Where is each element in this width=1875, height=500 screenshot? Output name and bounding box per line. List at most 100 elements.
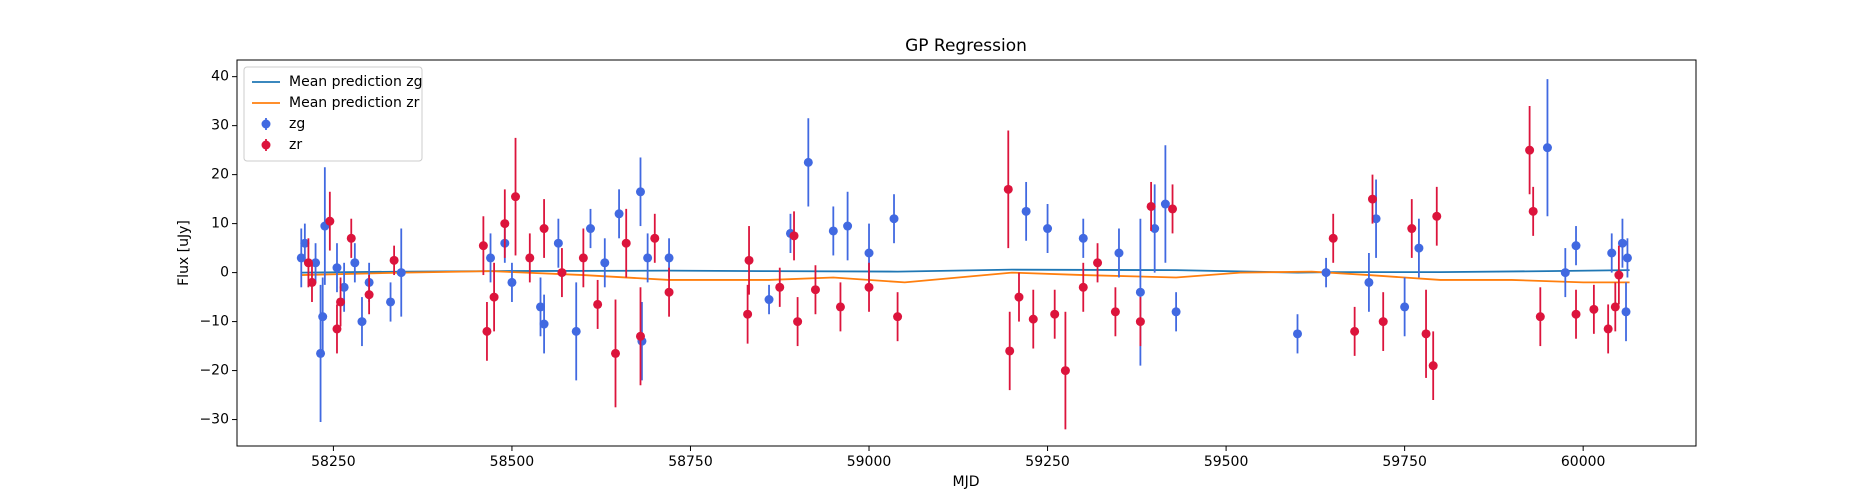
data-point xyxy=(864,248,874,258)
data-point xyxy=(553,238,563,248)
data-point xyxy=(593,299,603,309)
data-point xyxy=(557,268,567,278)
data-point xyxy=(1150,224,1160,234)
x-tick-label: 58250 xyxy=(311,454,356,470)
data-point xyxy=(1171,307,1181,317)
data-point xyxy=(1078,233,1088,243)
data-point xyxy=(364,290,374,300)
data-point xyxy=(336,297,346,307)
y-tick-label: −30 xyxy=(199,412,229,428)
data-point xyxy=(1003,184,1013,194)
data-point xyxy=(889,214,899,224)
data-point xyxy=(1367,194,1377,204)
x-tick-label: 59500 xyxy=(1204,454,1249,470)
x-tick-label: 59250 xyxy=(1025,454,1070,470)
legend-label: Mean prediction zg xyxy=(289,74,423,90)
data-point xyxy=(303,258,313,268)
mean-line xyxy=(301,270,1630,284)
data-point xyxy=(539,319,549,329)
data-point xyxy=(1364,277,1374,287)
data-point xyxy=(1093,258,1103,268)
data-point xyxy=(664,253,674,263)
data-point xyxy=(571,326,581,336)
data-point xyxy=(864,282,874,292)
data-point xyxy=(1542,143,1552,153)
data-point xyxy=(1146,201,1156,211)
data-point xyxy=(1135,317,1145,327)
data-point xyxy=(500,219,510,229)
legend-label: zg xyxy=(289,116,305,132)
data-point xyxy=(489,292,499,302)
data-point xyxy=(743,309,753,319)
data-point xyxy=(793,317,803,327)
data-point xyxy=(332,263,342,273)
data-point xyxy=(296,253,306,263)
plot-frame xyxy=(236,59,1697,447)
data-point xyxy=(664,287,674,297)
data-point xyxy=(1110,307,1120,317)
legend-marker xyxy=(261,119,271,129)
data-point xyxy=(1321,268,1331,278)
data-point xyxy=(1350,326,1360,336)
data-point xyxy=(1135,287,1145,297)
data-point xyxy=(1603,324,1613,334)
data-point xyxy=(621,238,631,248)
legend-box xyxy=(243,66,423,162)
data-point xyxy=(610,348,620,358)
y-tick-label: 40 xyxy=(211,69,229,85)
data-point xyxy=(1078,282,1088,292)
data-point xyxy=(357,317,367,327)
y-axis-label: Flux [uJy] xyxy=(176,220,192,286)
data-point xyxy=(650,233,660,243)
data-point xyxy=(803,157,813,167)
y-tick-label: 0 xyxy=(220,265,229,281)
data-point xyxy=(346,233,356,243)
data-point xyxy=(843,221,853,231)
data-point xyxy=(1589,304,1599,314)
data-point xyxy=(311,258,321,268)
data-point xyxy=(1421,329,1431,339)
x-tick-label: 59000 xyxy=(847,454,892,470)
data-point xyxy=(764,295,774,305)
data-point xyxy=(332,324,342,334)
data-point xyxy=(478,241,488,251)
data-point xyxy=(1617,238,1627,248)
data-point xyxy=(1168,204,1178,214)
data-point xyxy=(1014,292,1024,302)
data-point xyxy=(1528,206,1538,216)
data-point xyxy=(744,255,754,265)
data-point xyxy=(316,348,326,358)
data-point xyxy=(600,258,610,268)
data-point xyxy=(1400,302,1410,312)
data-point xyxy=(828,226,838,236)
data-point xyxy=(1050,309,1060,319)
data-point xyxy=(339,282,349,292)
y-tick-label: 20 xyxy=(211,167,229,183)
data-point xyxy=(396,268,406,278)
data-point xyxy=(586,224,596,234)
data-point xyxy=(1005,346,1015,356)
data-point xyxy=(536,302,546,312)
data-point xyxy=(1614,270,1624,280)
data-point xyxy=(507,277,517,287)
data-point xyxy=(635,187,645,197)
data-point xyxy=(300,238,310,248)
x-tick-label: 59750 xyxy=(1382,454,1427,470)
data-point xyxy=(539,224,549,234)
y-tick-label: 10 xyxy=(211,216,229,232)
data-point xyxy=(386,297,396,307)
y-tick-label: 30 xyxy=(211,118,229,134)
x-tick-label: 58500 xyxy=(490,454,535,470)
plot-area xyxy=(296,79,1632,430)
data-point xyxy=(1414,243,1424,253)
data-point xyxy=(1043,224,1053,234)
data-point xyxy=(789,231,799,241)
data-point xyxy=(643,253,653,263)
data-point xyxy=(775,282,785,292)
data-point xyxy=(578,253,588,263)
data-point xyxy=(614,209,624,219)
legend-marker xyxy=(261,140,271,150)
data-point xyxy=(1060,366,1070,376)
data-point xyxy=(482,326,492,336)
